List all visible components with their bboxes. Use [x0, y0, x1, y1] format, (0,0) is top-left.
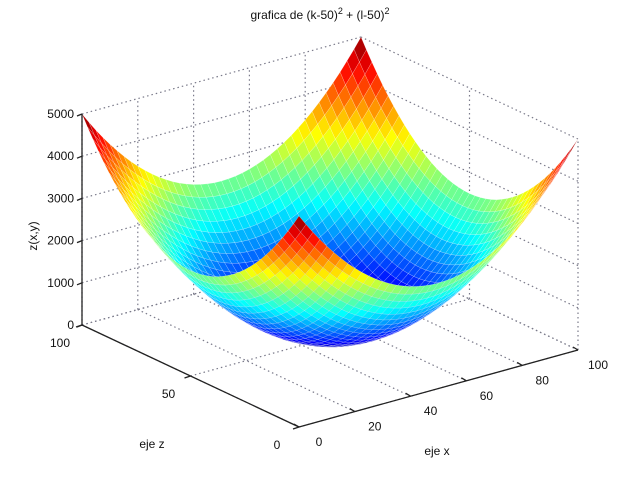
svg-text:60: 60: [480, 389, 494, 403]
surface-mesh: [82, 37, 578, 347]
svg-text:5000: 5000: [47, 107, 74, 121]
svg-text:20: 20: [368, 420, 382, 434]
svg-text:50: 50: [162, 387, 176, 401]
svg-text:1000: 1000: [47, 276, 74, 290]
svg-text:40: 40: [424, 404, 438, 418]
svg-text:0: 0: [274, 438, 281, 452]
svg-text:0: 0: [316, 435, 323, 449]
svg-text:80: 80: [536, 373, 550, 387]
svg-text:100: 100: [588, 358, 608, 372]
y-axis-label: eje z: [139, 437, 164, 451]
svg-text:3000: 3000: [47, 191, 74, 205]
svg-text:4000: 4000: [47, 149, 74, 163]
x-axis-label: eje x: [424, 444, 449, 458]
svg-text:100: 100: [50, 336, 70, 350]
svg-text:0: 0: [67, 318, 74, 332]
svg-text:2000: 2000: [47, 234, 74, 248]
chart-title: grafica de (k-50)2 + (l-50)2: [0, 6, 640, 22]
z-axis-label: z(x,y): [26, 221, 40, 250]
